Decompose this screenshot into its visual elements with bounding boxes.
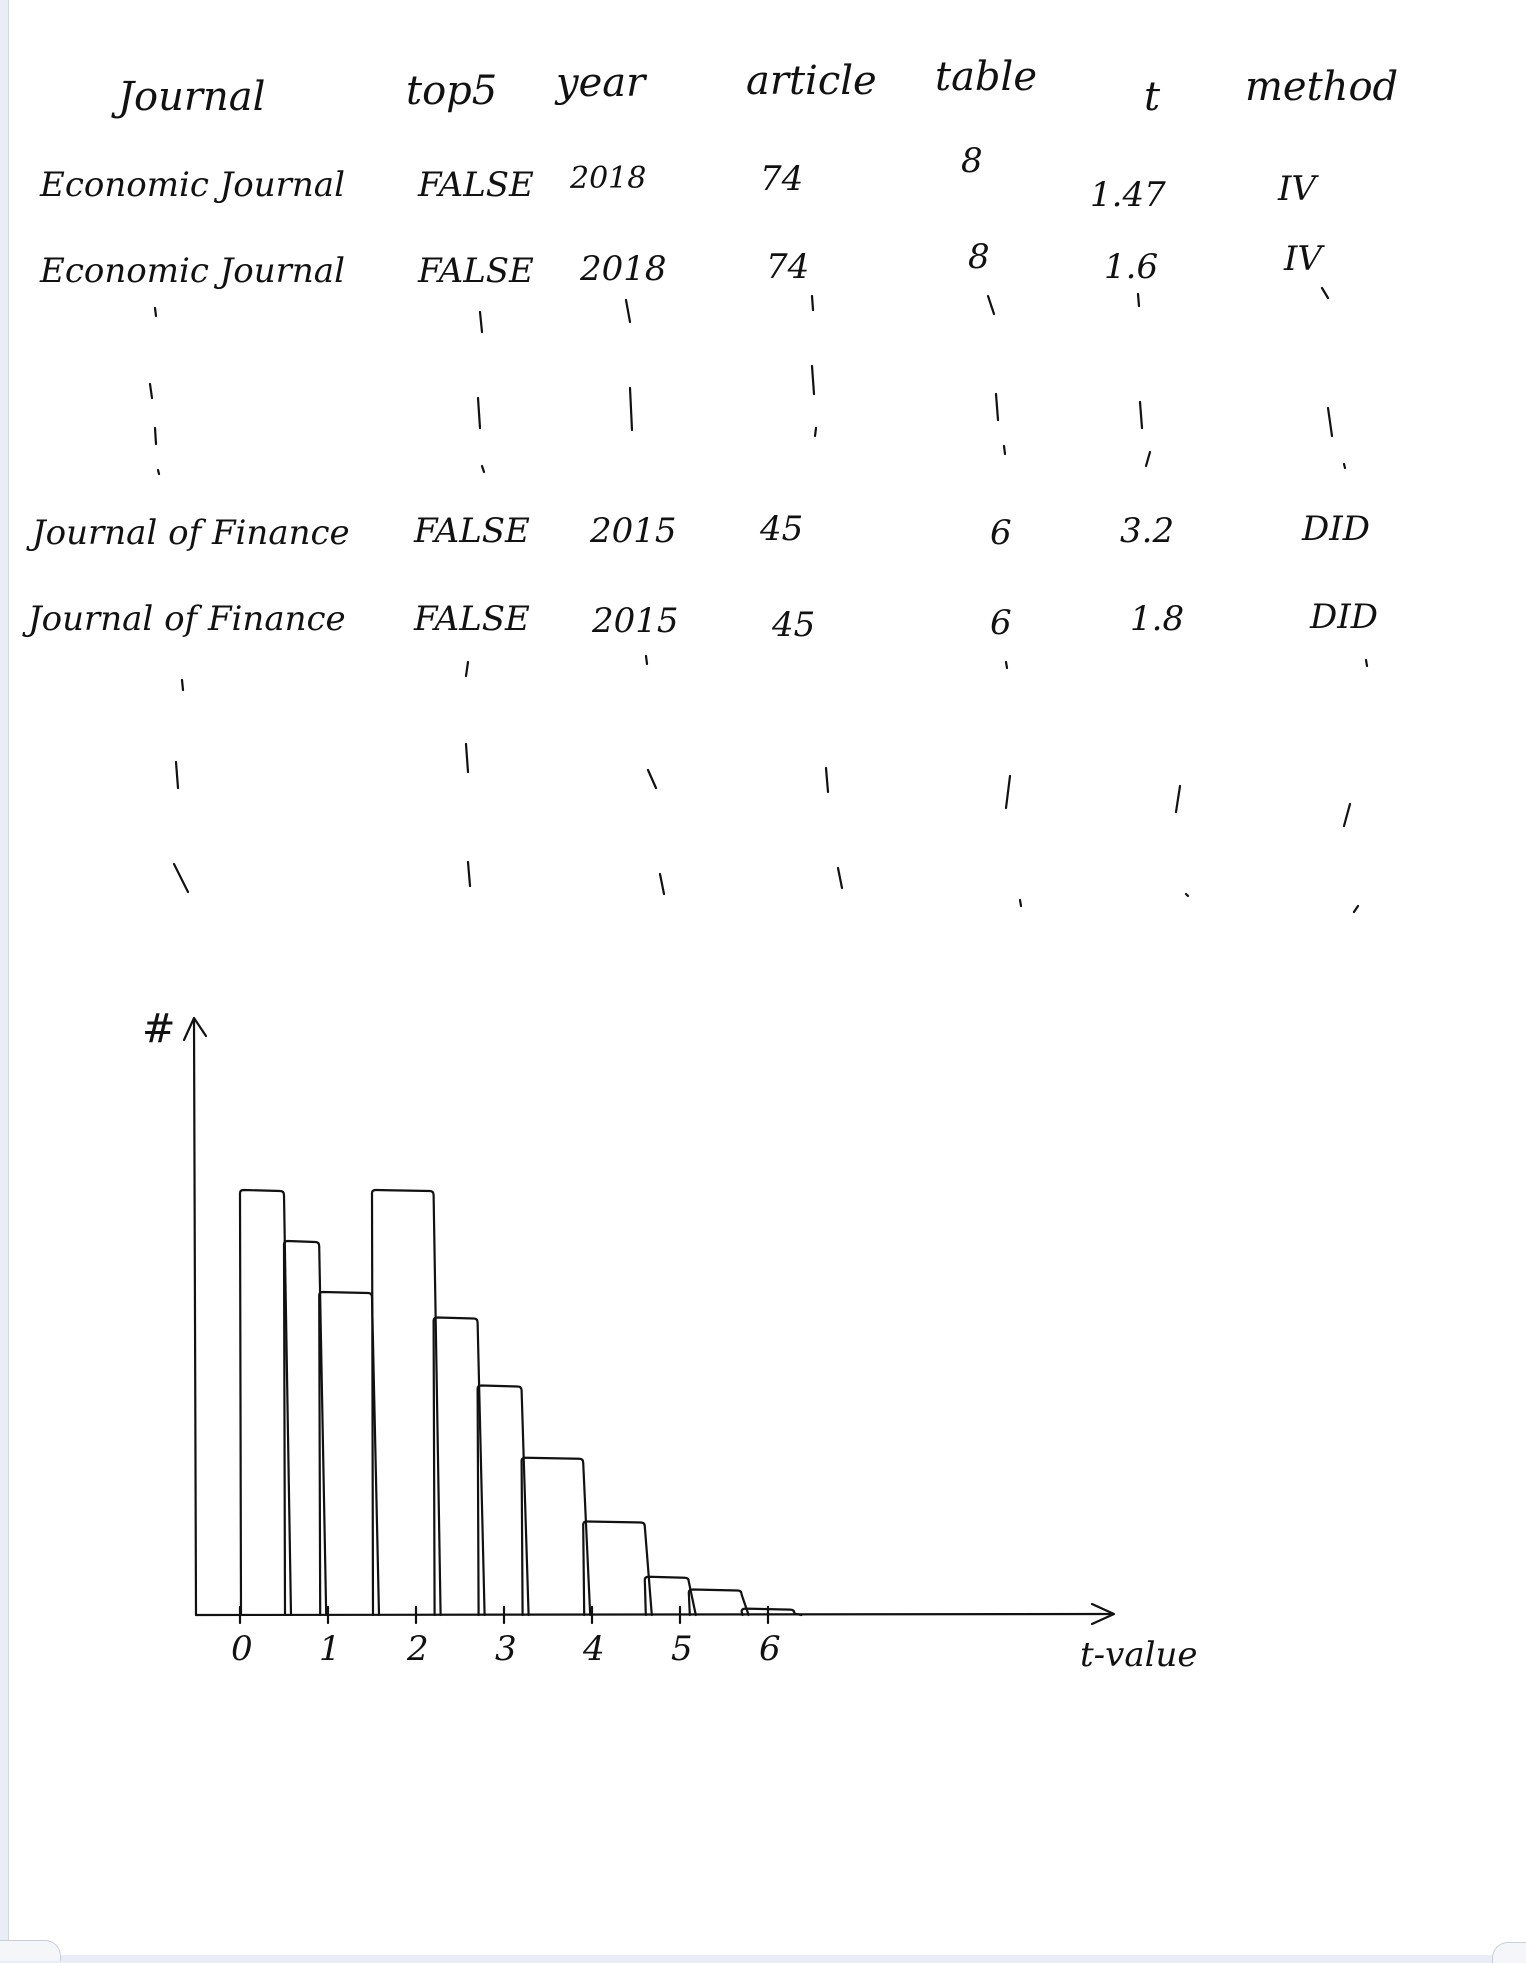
cell-journal: Economic Journal [39,251,345,291]
histogram-bar [520,1456,592,1617]
table-header: Journal top5 year article table t method [111,54,1398,120]
histogram-bar [318,1290,381,1617]
histogram-bar [370,1188,442,1617]
cell-year: 2015 [589,511,677,551]
note-sheet [8,0,1526,1955]
histogram-bar [582,1520,653,1617]
x-axis-line [194,1612,1112,1617]
table-row: Economic Journal FALSE 2018 74 8 1.6 IV [39,237,1325,291]
cell-table: 8 [961,141,983,181]
header-table: table [935,54,1037,100]
header-article: article [746,58,877,104]
histogram-bar [238,1188,293,1617]
cell-t: 1.8 [1130,599,1184,639]
cell-method: IV [1277,169,1319,209]
x-tick-label: 5 [671,1629,693,1669]
histogram-bar [282,1239,328,1617]
cell-t: 1.47 [1090,175,1166,215]
cell-year: 2015 [591,601,679,641]
histogram-bar [432,1316,486,1617]
cell-top5: FALSE [417,165,534,205]
table-row: Journal of Finance FALSE 2015 45 6 1.8 D… [22,597,1378,645]
x-tick-label: 4 [582,1629,605,1669]
x-tick-label: 0 [231,1629,253,1669]
y-axis-arrow [182,1016,208,1042]
x-axis-label: t-value [1080,1635,1198,1675]
t-value-histogram: # t-value 0 1 2 3 4 5 6 [142,1006,1198,1675]
cell-year: 2018 [569,161,646,196]
x-axis-arrow [1090,1602,1116,1626]
header-journal: Journal [111,74,265,120]
cell-top5: FALSE [413,511,530,551]
table-row: Economic Journal FALSE 2018 74 8 1.47 IV [39,141,1319,215]
header-method: method [1245,64,1398,110]
cell-article: 74 [760,159,803,199]
x-tick-label: 3 [495,1629,517,1669]
histogram-bars [238,1188,803,1617]
cell-year: 2018 [579,249,667,289]
cell-article: 45 [759,509,803,549]
header-year: year [554,60,648,106]
header-t: t [1144,74,1161,120]
histogram-bar [476,1384,530,1617]
cell-table: 6 [990,513,1012,553]
x-tick-labels: 0 1 2 3 4 5 6 [231,1605,781,1669]
chart-axes [182,1016,1116,1626]
cell-t: 3.2 [1120,511,1174,551]
histogram-bar [643,1575,697,1617]
cell-journal: Economic Journal [39,165,345,205]
header-top5: top5 [406,68,497,114]
cell-table: 8 [968,237,990,277]
table-row: Journal of Finance FALSE 2015 45 6 3.2 D… [26,509,1370,553]
cell-t: 1.6 [1104,247,1158,287]
cell-method: DID [1309,597,1378,637]
continuation-marks-lower [172,654,1369,914]
histogram-bar [687,1588,750,1617]
x-tick-label: 2 [406,1629,429,1669]
cell-article: 74 [766,247,809,287]
cell-top5: FALSE [413,599,530,639]
cell-article: 45 [771,605,815,645]
cell-table: 6 [990,603,1012,643]
y-axis-line [192,1018,198,1617]
cell-journal: Journal of Finance [22,599,346,639]
cell-method: IV [1283,239,1325,279]
cell-journal: Journal of Finance [26,513,350,553]
y-axis-label: # [142,1006,176,1052]
continuation-marks-upper [148,286,1347,476]
x-tick-label: 1 [319,1629,341,1669]
x-tick-label: 6 [759,1629,781,1669]
cell-method: DID [1301,509,1370,549]
cell-top5: FALSE [417,251,534,291]
